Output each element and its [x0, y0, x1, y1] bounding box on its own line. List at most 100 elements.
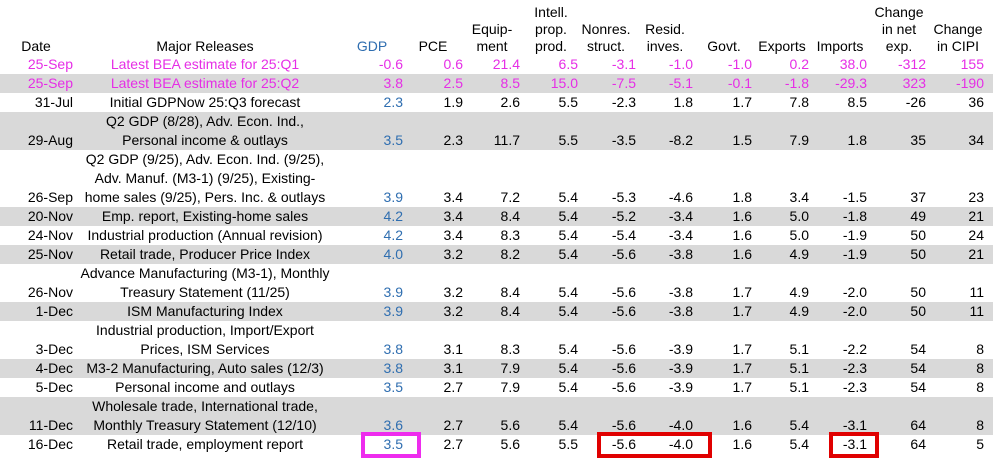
column-header-nonres: Nonres. [581, 21, 631, 37]
resid-value: -5.1 [668, 75, 693, 91]
netexp-value: 49 [910, 208, 926, 224]
nonres-value: -7.5 [611, 75, 636, 91]
release-text: Industrial production, Import/Export [96, 322, 314, 338]
release-text: Wholesale trade, International trade, [92, 398, 318, 414]
ipp-value: 5.4 [558, 303, 578, 319]
govt-value: 1.7 [732, 94, 752, 110]
imports-value: -1.5 [842, 189, 867, 205]
nonres-value: -5.2 [611, 208, 636, 224]
imports-value: -2.0 [842, 284, 867, 300]
exports-value: 5.0 [789, 227, 809, 243]
release-text: Adv. Manuf. (M3-1) (9/25), Existing- [94, 170, 316, 186]
gdp-value: 3.8 [383, 75, 403, 91]
nonres-value: -3.5 [611, 132, 636, 148]
exports-value: 7.9 [789, 132, 809, 148]
equip-value: 8.4 [500, 284, 520, 300]
gdp-highlight-box [361, 432, 421, 458]
pce-value: 2.5 [443, 75, 463, 91]
gdp-value: 3.9 [383, 284, 403, 300]
gdp-value: 4.2 [383, 208, 403, 224]
column-header-resid: Resid. [645, 21, 685, 37]
netexp-value: -312 [897, 56, 926, 72]
netexp-value: 37 [910, 189, 926, 205]
cipi-value: 8 [976, 417, 984, 433]
netexp-value: 64 [910, 417, 926, 433]
pce-value: 3.4 [443, 208, 463, 224]
cipi-value: -190 [955, 75, 984, 91]
nonres-value: -5.6 [611, 341, 636, 357]
resid-value: -3.8 [668, 284, 693, 300]
resid-value: 1.8 [673, 94, 693, 110]
release-text: Retail trade, Producer Price Index [99, 246, 311, 262]
cipi-value: 21 [968, 208, 984, 224]
pce-value: 3.2 [443, 284, 463, 300]
cipi-value: 23 [968, 189, 984, 205]
date-cell: 11-Dec [28, 417, 73, 433]
resid-value: -8.2 [668, 132, 693, 148]
release-text: Industrial production (Annual revision) [87, 227, 323, 243]
table-row: 16-Dec Retail trade, employment report 3.5… [0, 435, 993, 454]
ipp-value: 5.4 [558, 227, 578, 243]
resid-value: -3.8 [668, 303, 693, 319]
column-header-ipp: prod. [535, 38, 567, 54]
table-row: 4-Dec M3-2 Manufacturing, Auto sales (12/… [0, 359, 993, 378]
exports-value: 5.4 [789, 417, 809, 433]
nonres-value: -3.1 [611, 56, 636, 72]
ipp-value: 6.5 [558, 56, 578, 72]
netexp-value: 323 [902, 75, 926, 91]
pce-value: 3.1 [443, 341, 463, 357]
imports-value: -1.9 [842, 246, 867, 262]
column-header-equip: Equip- [471, 21, 513, 37]
ipp-value: 5.4 [558, 379, 578, 395]
table-row: 11-Dec Wholesale trade, International tra… [0, 397, 993, 435]
date-cell: 24-Nov [27, 227, 73, 243]
resid-value: -3.4 [668, 208, 693, 224]
ipp-value: 5.4 [558, 246, 578, 262]
govt-value: 1.7 [732, 379, 752, 395]
column-header-ipp: Intell. [534, 4, 568, 20]
imports-value: 8.5 [847, 94, 867, 110]
equip-value: 8.3 [500, 227, 520, 243]
ipp-value: 5.5 [558, 436, 578, 452]
gdp-value: 3.5 [383, 132, 403, 148]
netexp-value: 50 [910, 246, 926, 262]
column-header-equip: ment [476, 38, 508, 54]
ipp-value: 5.4 [558, 360, 578, 376]
equip-value: 8.4 [500, 303, 520, 319]
date-cell: 31-Jul [34, 94, 73, 110]
ipp-value: 5.4 [558, 341, 578, 357]
pce-value: 2.7 [443, 379, 463, 395]
govt-value: 1.6 [732, 227, 752, 243]
release-text: Personal income & outlays [122, 132, 288, 148]
table-row: 24-Nov Industrial production (Annual revi… [0, 226, 993, 245]
pce-value: 2.7 [443, 436, 463, 452]
release-text: home sales (9/25), Pers. Inc. & outlays [84, 189, 326, 205]
resid-value: -4.0 [668, 436, 693, 452]
imports-value: 38.0 [839, 56, 867, 72]
equip-value: 7.2 [500, 189, 520, 205]
cipi-value: 36 [968, 94, 984, 110]
cipi-value: 8 [976, 341, 984, 357]
govt-value: 1.7 [732, 284, 752, 300]
release-text: Prices, ISM Services [140, 341, 270, 357]
pce-value: 3.1 [443, 360, 463, 376]
table-row: 25-Nov Retail trade, Producer Price Index… [0, 245, 993, 264]
govt-value: 1.6 [732, 417, 752, 433]
imports-value: -2.2 [842, 341, 867, 357]
imports-value: -3.1 [842, 436, 867, 452]
column-header-netexp: exp. [885, 38, 913, 54]
resid-value: -4.6 [668, 189, 693, 205]
gdp-value: 3.9 [383, 303, 403, 319]
date-cell: 25-Sep [27, 56, 73, 72]
table-row: 1-Dec ISM Manufacturing Index 3.9 3.2 8.4 5.4… [0, 302, 993, 321]
imports-value: -1.8 [842, 208, 867, 224]
column-header-major: Major Releases [156, 38, 254, 54]
imports-value: -1.9 [842, 227, 867, 243]
imports-highlight-box [829, 432, 879, 458]
netexp-value: -26 [905, 94, 926, 110]
cipi-value: 21 [968, 246, 984, 262]
column-header-netexp: in net [881, 21, 917, 37]
equip-value: 8.3 [500, 341, 520, 357]
release-text: Retail trade, employment report [106, 436, 304, 452]
equip-value: 8.4 [500, 208, 520, 224]
